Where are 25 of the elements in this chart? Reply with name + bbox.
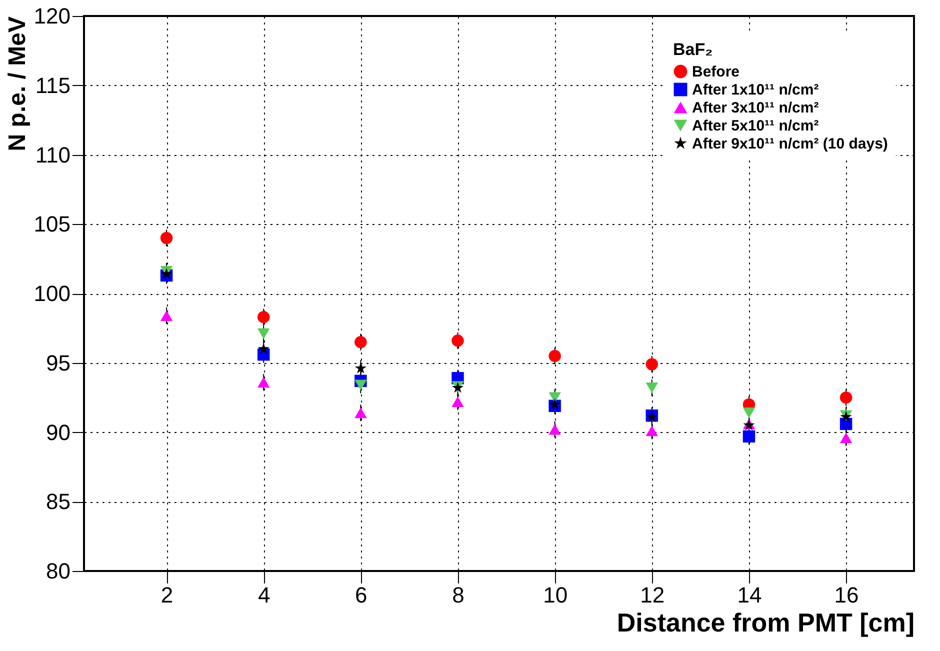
x-tick-label: 4 — [258, 582, 270, 608]
legend-label: After 5x10¹¹ n/cm² — [692, 118, 819, 134]
legend-label: After 1x10¹¹ n/cm² — [692, 82, 819, 98]
x-tick-label: 2 — [160, 582, 174, 608]
x-tick-label: 8 — [452, 582, 464, 608]
x-axis-title: Distance from PMT [cm] — [616, 608, 914, 638]
legend-label: Before — [692, 64, 740, 80]
y-tick-label: 80 — [46, 558, 70, 584]
x-tick-label: 14 — [737, 582, 762, 608]
legend-title: BaF₂ — [673, 40, 713, 59]
y-tick-label: 115 — [35, 72, 70, 98]
x-tick-label: 12 — [640, 582, 665, 608]
x-tick-label: 10 — [543, 582, 568, 608]
x-tick-label: 16 — [834, 582, 859, 608]
y-axis-title: N p.e. / MeV — [4, 16, 31, 152]
y-tick-label: 100 — [34, 281, 70, 306]
y-tick-label: 85 — [46, 489, 70, 514]
y-tick-label: 90 — [46, 420, 70, 445]
legend-label: After 3x10¹¹ n/cm² — [692, 100, 819, 116]
y-tick-label: 105 — [34, 212, 70, 237]
y-tick-label: 95 — [46, 350, 70, 376]
y-tick-label: 110 — [35, 142, 70, 168]
x-tick-label: 6 — [355, 582, 368, 608]
y-tick-label: 120 — [34, 4, 70, 28]
legend-label: After 9x10¹¹ n/cm² (10 days) — [692, 136, 888, 152]
